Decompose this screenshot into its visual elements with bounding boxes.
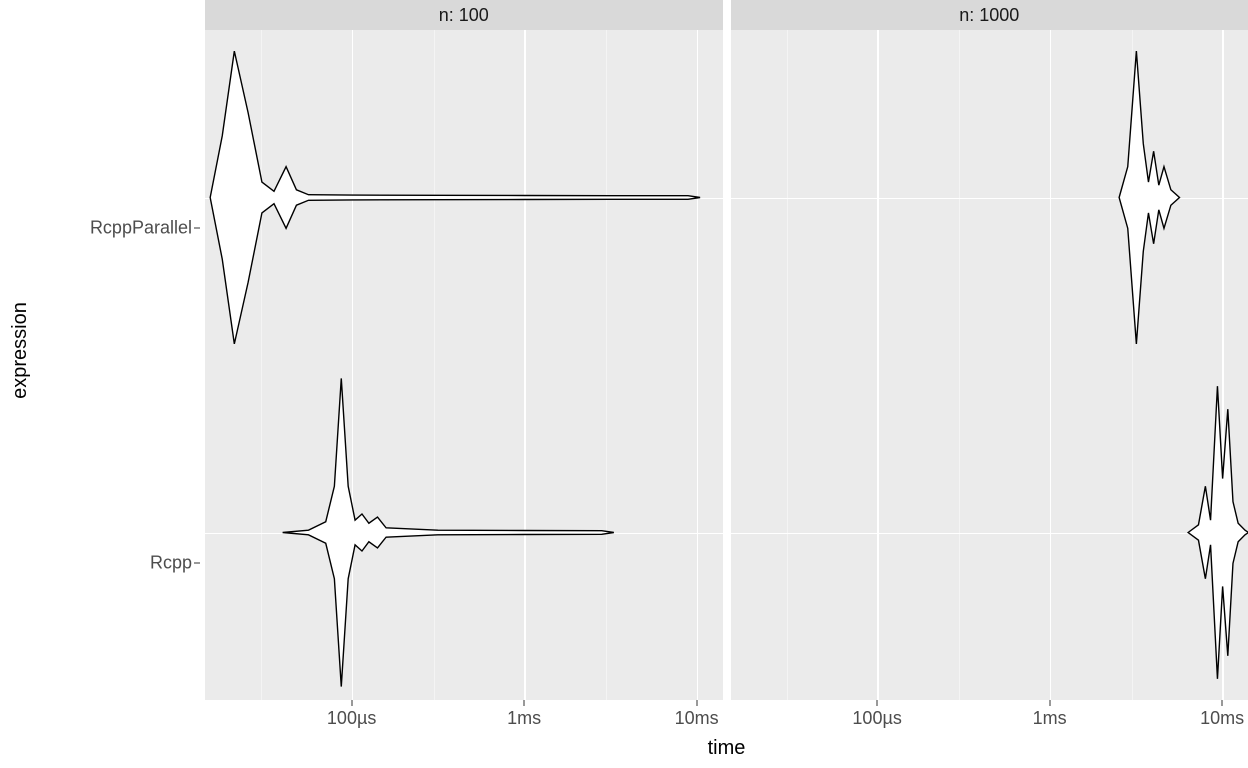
x-tick-mark: [696, 700, 697, 706]
y-tick-mark: [194, 227, 200, 228]
x-tick-mark: [877, 700, 878, 706]
facet-strip: n: 100: [205, 0, 723, 30]
facet-panels: n: 100 n: 1000: [205, 0, 1248, 700]
x-tick-group: 100µs 1ms 10ms: [205, 700, 723, 730]
y-tick-mark: [194, 562, 200, 563]
y-tick-labels: Rcpp RcppParallel: [40, 30, 200, 700]
violin: [1188, 386, 1248, 679]
facet-panel: n: 100: [205, 0, 723, 700]
plot-area: [731, 30, 1248, 700]
x-tick-mark: [1222, 700, 1223, 706]
y-axis-title: expression: [0, 0, 40, 700]
y-tick-label: RcppParallel: [90, 217, 192, 238]
x-tick-label: 10ms: [675, 708, 719, 729]
x-tick-labels: 100µs 1ms 10ms 100µs 1ms 10ms: [205, 700, 1248, 730]
facet-panel: n: 1000: [731, 0, 1248, 700]
x-tick-label: 10ms: [1200, 708, 1244, 729]
x-tick-label: 100µs: [852, 708, 901, 729]
x-tick-mark: [351, 700, 352, 706]
violin: [1119, 51, 1179, 344]
benchmark-figure: expression time RcppRcppParallel n: 100n…: [0, 0, 1248, 768]
x-tick-mark: [524, 700, 525, 706]
y-axis-title-text: expression: [9, 302, 32, 399]
violin: [210, 51, 700, 344]
y-tick-label: Rcpp: [150, 552, 192, 573]
x-tick-label: 1ms: [507, 708, 541, 729]
facet-strip: n: 1000: [731, 0, 1248, 30]
x-axis-title: time: [205, 728, 1248, 768]
x-tick-group: 100µs 1ms 10ms: [731, 700, 1248, 730]
violin-layer: [205, 30, 723, 700]
violin-layer: [731, 30, 1248, 700]
x-tick-mark: [1049, 700, 1050, 706]
plot-area: [205, 30, 723, 700]
x-tick-label: 100µs: [327, 708, 376, 729]
violin: [283, 378, 614, 686]
x-tick-label: 1ms: [1033, 708, 1067, 729]
x-axis-title-text: time: [708, 737, 746, 760]
